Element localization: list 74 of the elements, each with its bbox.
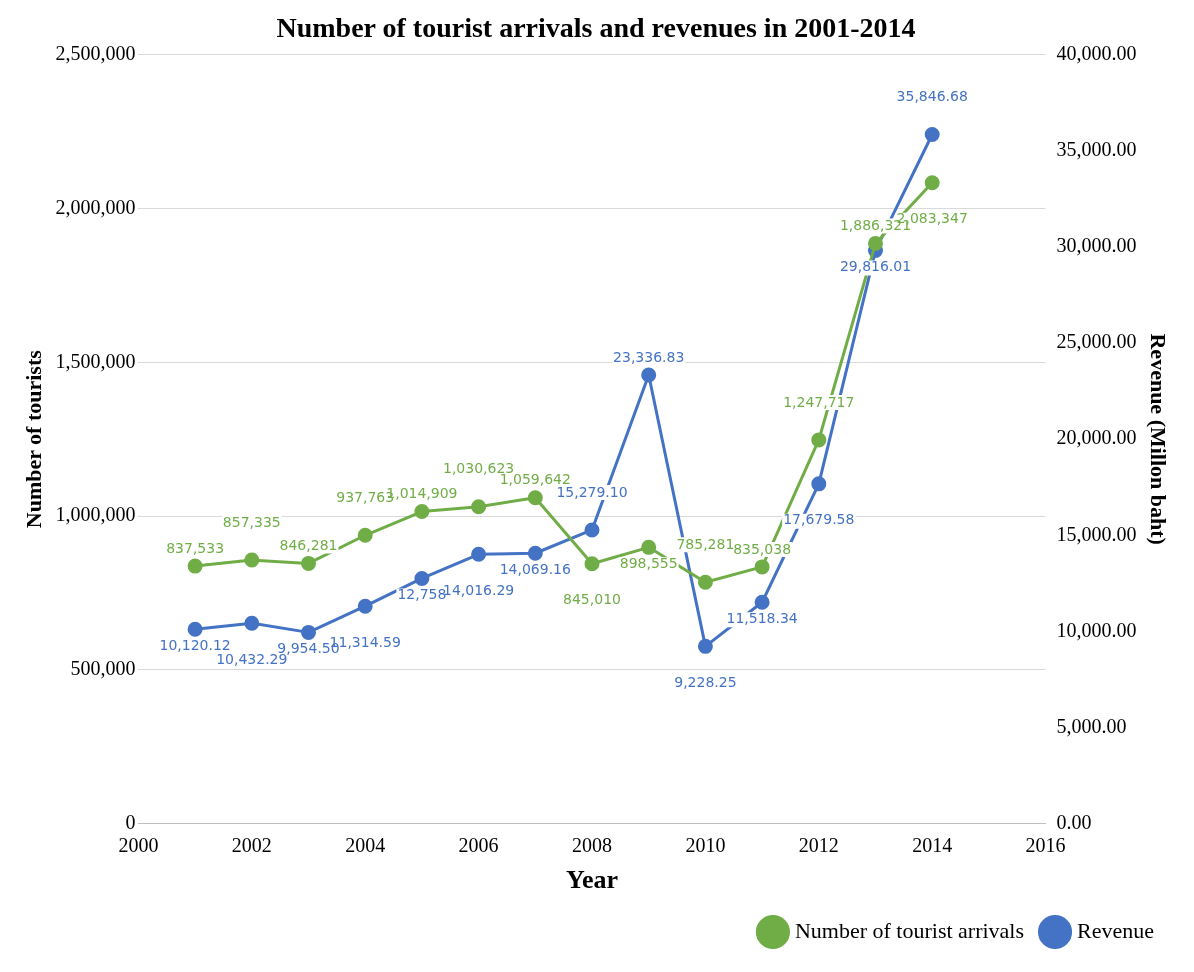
y2-axis-title: Revenue (Millon baht)	[1146, 333, 1172, 545]
point	[527, 545, 543, 561]
y2-tick-label: 35,000.00	[1056, 138, 1137, 160]
point	[697, 638, 713, 654]
x-axis-title: Year	[566, 865, 618, 895]
x-tick-label: 2000	[118, 834, 159, 857]
point	[754, 594, 770, 610]
point	[811, 476, 827, 492]
y-tick-label: 500,000	[70, 657, 136, 680]
x-tick-label: 2008	[572, 834, 612, 857]
point	[811, 432, 827, 448]
point	[357, 598, 373, 614]
point	[414, 570, 430, 586]
point	[924, 126, 940, 142]
y-tick-label: 2,500,000	[55, 41, 136, 64]
point	[697, 574, 713, 590]
data-label: 35,846.68	[896, 88, 968, 105]
y2-tick-label: 30,000.00	[1056, 234, 1137, 257]
data-label: 10,120.12	[159, 636, 231, 653]
data-label: 846,281	[279, 537, 338, 554]
point	[301, 624, 316, 640]
x-tick-label: 2014	[912, 834, 953, 857]
point	[641, 367, 657, 383]
data-label: 17,679.58	[783, 511, 855, 528]
y2-tick-label: 25,000.00	[1056, 330, 1137, 353]
x-tick-label: 2002	[231, 834, 272, 857]
data-label: 835,038	[733, 540, 792, 557]
y-tick-label: 2,000,000	[55, 195, 136, 218]
x-tick-label: 2006	[458, 834, 499, 857]
data-label: 837,533	[166, 539, 225, 556]
legend-label: Revenue	[1077, 917, 1154, 943]
chart-title: Number of tourist arrivals and revenues in 2001-2014	[276, 12, 916, 44]
point	[357, 527, 373, 543]
data-label: 1,247,717	[783, 393, 855, 410]
data-label: 898,555	[619, 554, 678, 571]
y-tick-label: 1,500,000	[55, 349, 136, 372]
data-label: 23,336.83	[613, 348, 685, 365]
point	[527, 490, 543, 506]
y-tick-label: 1,000,000	[55, 503, 136, 526]
point	[471, 499, 487, 515]
point	[584, 556, 600, 572]
y2-tick-label: 0.00	[1056, 811, 1092, 834]
data-label: 14,069.16	[499, 560, 572, 577]
data-label: 857,335	[222, 513, 281, 530]
y2-tick-label: 20,000.00	[1056, 426, 1137, 449]
y-axis-title: Number of tourists	[20, 349, 46, 529]
point	[924, 175, 940, 191]
point	[584, 522, 600, 538]
point	[414, 504, 430, 520]
y2-tick-label: 10,000.00	[1056, 618, 1137, 641]
point	[244, 615, 260, 631]
data-label: 11,518.34	[726, 609, 798, 626]
point	[187, 621, 203, 637]
data-label: 845,010	[563, 591, 621, 608]
y-tick-label: 0	[125, 811, 136, 834]
y2-tick-label: 15,000.00	[1056, 522, 1137, 545]
point	[641, 539, 657, 555]
point	[471, 546, 487, 562]
point	[244, 552, 260, 568]
legend-label: Number of tourist arrivals	[794, 917, 1025, 943]
point	[868, 235, 883, 251]
point	[187, 558, 203, 574]
data-label: 29,816.01	[839, 258, 912, 275]
x-tick-label: 2010	[685, 834, 726, 857]
data-label: 15,279.10	[556, 483, 628, 500]
x-tick-label: 2012	[798, 834, 839, 857]
y2-tick-label: 5,000.00	[1056, 714, 1127, 737]
x-tick-label: 2004	[345, 834, 386, 857]
data-label: 785,281	[676, 535, 735, 552]
data-label: 9,228.25	[674, 673, 737, 690]
point	[754, 559, 770, 575]
y2-tick-label: 40,000.00	[1056, 41, 1137, 64]
point	[301, 555, 316, 571]
x-tick-label: 2016	[1025, 834, 1066, 857]
